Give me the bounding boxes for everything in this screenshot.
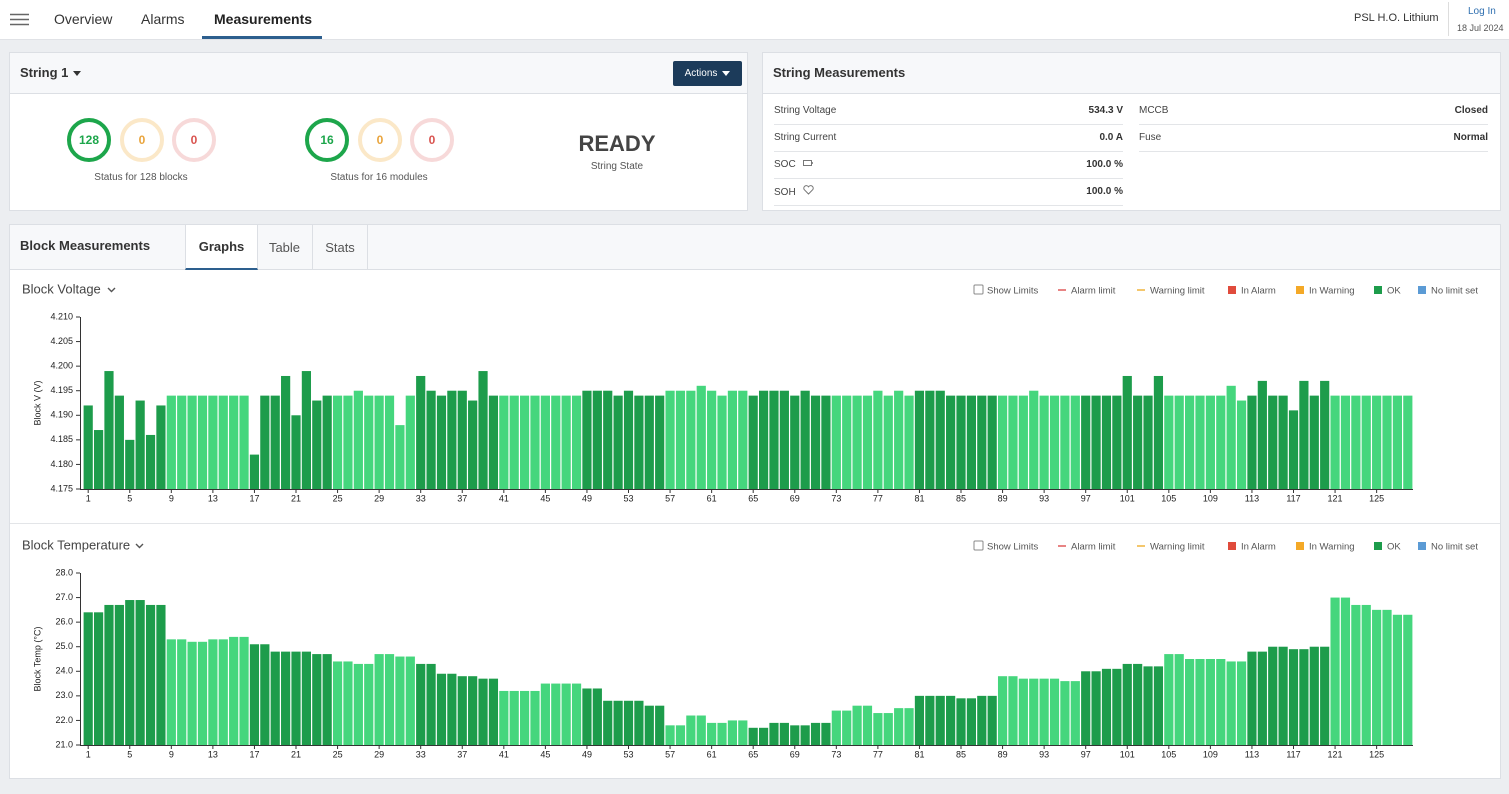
measurement-row: String Current 0.0 A (774, 124, 1123, 152)
measurement-value: 100.0 % (1086, 159, 1123, 170)
measurement-value: Closed (1454, 105, 1488, 116)
tab[interactable]: Stats (313, 225, 368, 269)
panel-header (10, 225, 1500, 270)
measurement-label: String Voltage (774, 105, 836, 116)
status-caption: Status for 128 blocks (94, 172, 188, 183)
label-text: String Voltage (774, 105, 837, 116)
string-select[interactable]: String 1 (20, 65, 82, 80)
measurement-label: Fuse (1139, 132, 1161, 143)
nav-tab[interactable]: Measurements (214, 11, 313, 27)
label-text: String Current (774, 132, 837, 143)
nav-tab[interactable]: Alarms (141, 11, 185, 27)
top-nav: Overview Alarms Measurements PSL H.O. Li… (0, 0, 1509, 40)
panel-title: String Measurements (773, 65, 906, 80)
panel-title: Block Measurements (20, 238, 151, 253)
nav-tab[interactable]: Overview (54, 11, 113, 27)
tab[interactable]: Table (257, 225, 313, 269)
label-text: Fuse (1139, 132, 1162, 143)
panel-header (10, 53, 747, 94)
measurement-label: SOC (774, 159, 813, 170)
warning-count: 0 (120, 118, 164, 162)
ok-count: 128 (67, 118, 111, 162)
measurement-value: 534.3 V (1088, 105, 1123, 116)
org-name: PSL H.O. Lithium (1354, 12, 1439, 24)
measurements-panel: String Measurements String Voltage 534.3 … (762, 52, 1501, 211)
active-underline (202, 36, 322, 39)
actions-button[interactable]: Actions (673, 61, 742, 86)
measurement-value: 0.0 A (1099, 132, 1123, 143)
block-panel: Block Measurements Graphs Table Stats (9, 224, 1501, 779)
measurement-row: SOH 100.0 % (774, 178, 1123, 206)
measurement-row: SOC 100.0 % (774, 151, 1123, 179)
alarm-count: 0 (172, 118, 216, 162)
menu-icon[interactable] (10, 13, 29, 26)
date: 18 Jul 2024 (1457, 23, 1504, 33)
measurement-value: Normal (1453, 132, 1488, 143)
panel-header (763, 53, 1500, 94)
warning-count: 0 (358, 118, 402, 162)
measurement-row: Fuse Normal (1139, 124, 1488, 152)
measurement-row: String Voltage 534.3 V (774, 97, 1123, 125)
measurement-value: 100.0 % (1086, 186, 1123, 197)
alarm-count: 0 (410, 118, 454, 162)
measurement-label: SOH (774, 185, 814, 198)
label-text: MCCB (1139, 105, 1169, 116)
string-title: String 1 (20, 65, 69, 80)
ok-count: 16 (305, 118, 349, 162)
measurement-label: MCCB (1139, 105, 1168, 116)
divider (1448, 2, 1449, 36)
label-text: SOH (774, 187, 796, 198)
button-label: Actions (684, 68, 718, 79)
string-state: READY (578, 131, 656, 156)
string-panel: String 1 Actions 128 0 0 Status for 128 … (9, 52, 748, 211)
state-label: String State (590, 161, 644, 172)
login-link[interactable]: Log In (1468, 6, 1496, 17)
measurement-label: String Current (774, 132, 836, 143)
label-text: SOC (774, 159, 796, 170)
separator (10, 523, 1500, 524)
status-caption: Status for 16 modules (330, 172, 428, 183)
measurement-row: MCCB Closed (1139, 97, 1488, 125)
tab[interactable]: Graphs (185, 225, 258, 270)
